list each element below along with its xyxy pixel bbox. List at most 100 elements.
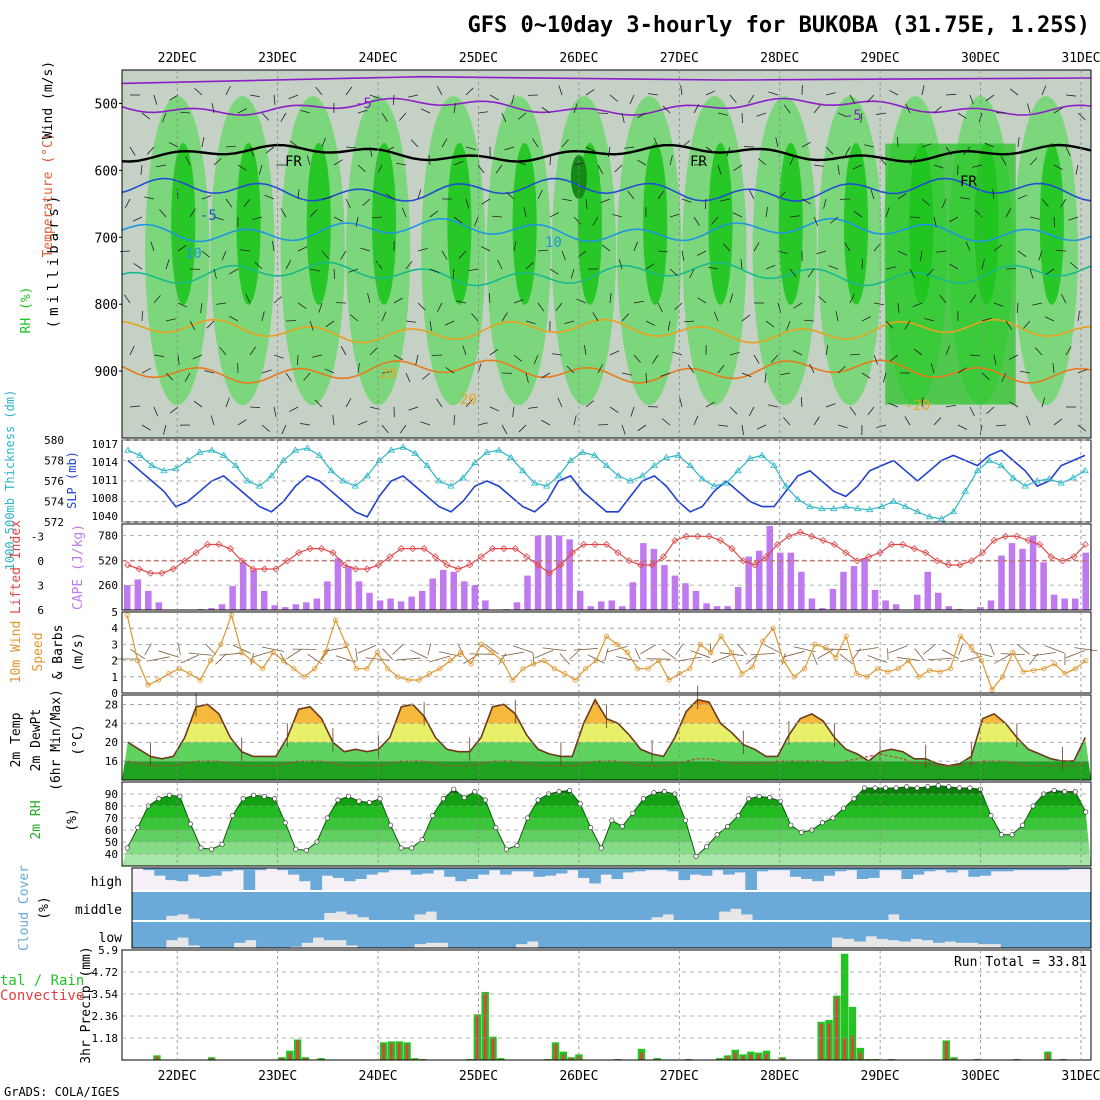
wind-barb xyxy=(657,302,663,313)
wind-barb xyxy=(809,363,815,374)
wind-barb xyxy=(561,198,572,202)
rh-point xyxy=(272,796,278,802)
thickness-point xyxy=(901,502,910,510)
wind-barb xyxy=(555,302,563,312)
cloud-bar-low xyxy=(572,922,584,948)
cloud-bar-low xyxy=(1045,922,1058,948)
cape-bar xyxy=(229,586,236,610)
date-label-bottom: 25DEC xyxy=(459,1069,498,1084)
slp-line xyxy=(127,449,1086,518)
rh-point xyxy=(588,825,594,831)
wind-barb xyxy=(345,398,352,408)
cloud-bar-low xyxy=(402,922,415,948)
cloud-bar-middle xyxy=(865,892,878,920)
cape-bar xyxy=(1050,594,1058,610)
wind-barb xyxy=(768,404,779,408)
wind-barb xyxy=(585,89,595,96)
wind-speed-point xyxy=(676,670,683,677)
wind-tick: 4 xyxy=(111,622,118,635)
wind-barb xyxy=(168,142,179,148)
wind-speed-point xyxy=(833,654,839,660)
wind-barb xyxy=(696,250,707,256)
contour-label: -5 xyxy=(200,208,217,224)
thickness-title: 1000-500mb Thickness (dm) xyxy=(3,390,17,571)
wind-barb xyxy=(453,216,463,224)
cape-bar xyxy=(555,535,563,610)
cloud-bar-middle xyxy=(312,892,325,920)
wind-barb xyxy=(512,406,515,417)
cloud-bar-middle xyxy=(267,892,280,920)
wind-barb xyxy=(273,94,276,105)
wind-barb xyxy=(124,198,131,209)
wind-barb xyxy=(1005,208,1012,218)
cape-bar xyxy=(271,605,278,610)
cloud-bar-high xyxy=(912,868,925,875)
wind-barb xyxy=(597,424,609,426)
panel-frame xyxy=(121,523,1092,611)
cape-bar xyxy=(376,600,384,610)
slp-tick: 1040 xyxy=(92,510,119,523)
wind-barb xyxy=(525,262,534,270)
wind-barb xyxy=(717,364,725,374)
wind-barb-10m xyxy=(867,655,888,663)
wind-barb xyxy=(265,146,275,154)
rh-point xyxy=(282,820,288,826)
date-label-top: 26DEC xyxy=(559,51,598,66)
lifted-point xyxy=(523,553,531,561)
cloud-unit: (%) xyxy=(37,896,52,919)
contour-label: 10 xyxy=(545,235,562,251)
cloud-bar-middle xyxy=(380,892,392,920)
cloud-bar-high xyxy=(1046,868,1059,871)
wind-barb xyxy=(564,320,575,324)
wind-barb xyxy=(1060,198,1067,208)
cape-bar xyxy=(513,602,521,610)
wind-barb xyxy=(662,105,671,114)
wind-barb xyxy=(680,85,683,96)
rh-band xyxy=(122,842,1091,854)
lifted-point xyxy=(135,565,143,573)
wind-speed-point xyxy=(405,677,412,683)
thickness-point xyxy=(399,443,407,450)
date-label-top: 28DEC xyxy=(760,51,799,66)
precip-tick: 2.36 xyxy=(92,1010,119,1023)
wind-barb xyxy=(533,354,539,365)
wind-barb xyxy=(909,216,921,218)
precip-conv-bar xyxy=(765,1053,768,1060)
lifted-point xyxy=(659,553,668,561)
cape-bar xyxy=(640,543,647,610)
thickness-line xyxy=(127,446,1086,520)
rh-point xyxy=(409,845,415,851)
wind-barb xyxy=(140,164,143,175)
lifted-point xyxy=(340,561,348,569)
wind-barb-10m xyxy=(678,656,702,662)
cloud-bar-middle xyxy=(786,892,799,920)
rh-point xyxy=(219,841,225,847)
wind-barb xyxy=(835,311,839,322)
cloud-bar-middle xyxy=(921,892,934,920)
wind-barb xyxy=(1075,164,1079,175)
temp-title-3: (6hr Min/Max) xyxy=(49,689,64,791)
rh-point xyxy=(725,823,731,829)
wind-barb xyxy=(153,295,161,304)
cloud-bar-low xyxy=(605,922,618,948)
cloud-bar-high xyxy=(232,868,245,871)
cloud-bar-high xyxy=(566,868,579,871)
lifted-point xyxy=(363,565,371,573)
wind-barb-10m xyxy=(188,652,212,656)
cape-bar xyxy=(208,608,215,610)
cloud-bar-middle xyxy=(1023,892,1036,920)
wind-speed-point xyxy=(853,670,860,677)
wind-barb xyxy=(477,422,488,426)
wind-barb xyxy=(873,354,878,365)
cloud-bar-middle xyxy=(425,892,438,912)
wind-barb xyxy=(501,112,507,123)
wind-barb xyxy=(981,259,985,270)
wind-barb xyxy=(573,103,578,114)
cloud-bar-middle xyxy=(233,892,246,920)
cloud-bar-high xyxy=(243,868,256,890)
cloud-bar-high xyxy=(767,868,780,871)
thickness-point xyxy=(554,472,563,479)
cloud-bar-high xyxy=(154,868,166,876)
cloud-bar-middle xyxy=(436,892,449,920)
cloud-bar-high xyxy=(276,868,289,871)
